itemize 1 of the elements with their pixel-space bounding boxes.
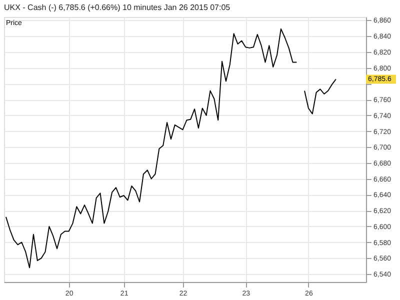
chart-title: UKX - Cash (-) 6,785.6 (+0.66%) 10 minutes Jan 26 2015 07:05 (4, 3, 231, 12)
